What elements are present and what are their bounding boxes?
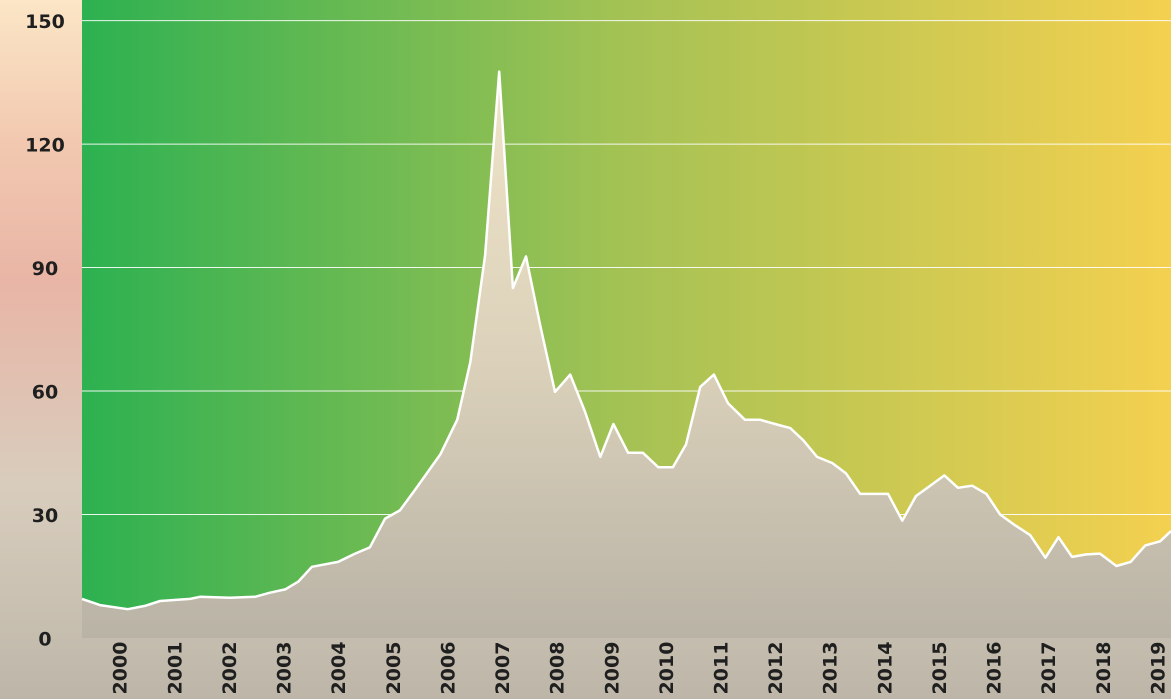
- x-tick-label: 2003: [274, 642, 296, 695]
- x-tick-label: 2010: [656, 642, 678, 695]
- x-tick-label: 2001: [164, 642, 186, 695]
- x-tick-label: 2000: [110, 642, 132, 695]
- y-tick-label: 150: [25, 11, 65, 33]
- x-tick-label: 2007: [492, 642, 514, 695]
- x-tick-label: 2012: [765, 642, 787, 695]
- x-tick-label: 2014: [874, 642, 896, 695]
- x-tick-label: 2013: [820, 642, 842, 695]
- x-tick-label: 2005: [383, 642, 405, 695]
- x-tick-label: 2002: [219, 642, 241, 695]
- x-tick-label: 2015: [929, 642, 951, 695]
- x-tick-label: 2008: [547, 642, 569, 695]
- x-tick-label: 2006: [437, 642, 459, 695]
- y-tick-label: 60: [32, 382, 58, 404]
- x-tick-label: 2004: [328, 642, 350, 695]
- y-tick-label: 90: [32, 258, 58, 280]
- y-tick-label: 0: [38, 629, 51, 651]
- y-tick-label: 30: [32, 505, 58, 527]
- x-tick-label: 2009: [601, 642, 623, 695]
- x-tick-label: 2011: [710, 642, 732, 695]
- x-tick-label: 2018: [1093, 642, 1115, 695]
- line: [81, 70, 1171, 611]
- x-tick-label: 2016: [984, 642, 1006, 695]
- y-tick-label: 120: [25, 135, 65, 157]
- x-tick-label: 2019: [1147, 642, 1169, 695]
- x-tick-label: 2017: [1038, 642, 1060, 695]
- area: [82, 71, 1171, 639]
